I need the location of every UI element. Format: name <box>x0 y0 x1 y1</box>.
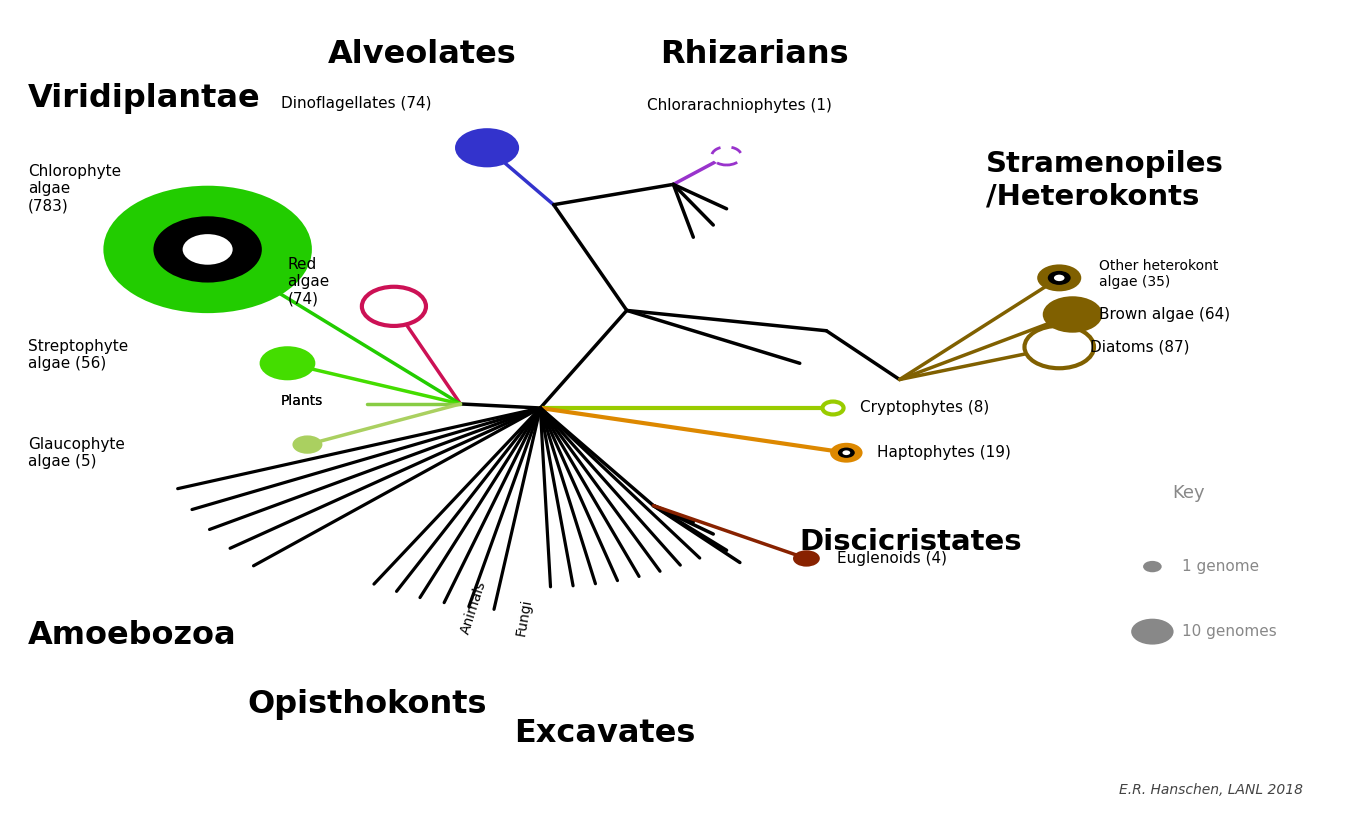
Circle shape <box>822 401 844 415</box>
Text: Haptophytes (19): Haptophytes (19) <box>878 446 1011 460</box>
Text: Brown algae (64): Brown algae (64) <box>1099 307 1230 322</box>
Text: Streptophyte
algae (56): Streptophyte algae (56) <box>28 339 128 371</box>
Text: Plants: Plants <box>281 394 323 409</box>
Text: Viridiplantae: Viridiplantae <box>28 83 261 114</box>
Text: Other heterokont
algae (35): Other heterokont algae (35) <box>1099 259 1219 289</box>
Text: Excavates: Excavates <box>514 718 695 749</box>
Circle shape <box>293 436 323 454</box>
Text: Fungi: Fungi <box>514 597 535 636</box>
Circle shape <box>1048 271 1071 285</box>
Circle shape <box>1054 275 1065 282</box>
Circle shape <box>455 128 520 167</box>
Text: Cryptophytes (8): Cryptophytes (8) <box>860 401 990 415</box>
Text: Chlorarachniophytes (1): Chlorarachniophytes (1) <box>647 98 832 113</box>
Circle shape <box>1042 296 1103 333</box>
Circle shape <box>830 443 863 463</box>
Text: 10 genomes: 10 genomes <box>1181 624 1276 639</box>
Circle shape <box>104 186 312 313</box>
Text: Euglenoids (4): Euglenoids (4) <box>837 551 946 566</box>
Circle shape <box>182 234 232 264</box>
Text: Glaucophyte
algae (5): Glaucophyte algae (5) <box>28 437 126 469</box>
Circle shape <box>1025 326 1094 368</box>
Text: Red
algae
(74): Red algae (74) <box>288 257 329 307</box>
Text: Dinoflagellates (74): Dinoflagellates (74) <box>281 95 431 110</box>
Circle shape <box>1141 624 1164 639</box>
Circle shape <box>362 286 427 326</box>
Text: Rhizarians: Rhizarians <box>660 38 849 69</box>
Text: Amoebozoa: Amoebozoa <box>28 620 236 651</box>
Circle shape <box>154 216 262 282</box>
Text: Diatoms (87): Diatoms (87) <box>1089 339 1189 354</box>
Circle shape <box>842 450 850 455</box>
Text: Opisthokonts: Opisthokonts <box>247 690 487 721</box>
Text: Animals: Animals <box>459 579 489 636</box>
Circle shape <box>792 550 819 566</box>
Text: Alveolates: Alveolates <box>328 38 516 69</box>
Text: Stramenopiles
/Heterokonts: Stramenopiles /Heterokonts <box>986 150 1224 211</box>
Text: Chlorophyte
algae
(783): Chlorophyte algae (783) <box>28 163 122 213</box>
Circle shape <box>1143 561 1162 572</box>
Text: Plants: Plants <box>281 394 323 409</box>
Circle shape <box>1037 264 1081 291</box>
Circle shape <box>838 447 855 458</box>
Circle shape <box>711 147 741 165</box>
Text: 1 genome: 1 genome <box>1181 559 1258 574</box>
Text: Discicristates: Discicristates <box>799 528 1022 557</box>
Text: Key: Key <box>1172 485 1206 503</box>
Text: E.R. Hanschen, LANL 2018: E.R. Hanschen, LANL 2018 <box>1119 783 1303 797</box>
Circle shape <box>259 346 316 380</box>
Circle shape <box>1131 619 1173 645</box>
